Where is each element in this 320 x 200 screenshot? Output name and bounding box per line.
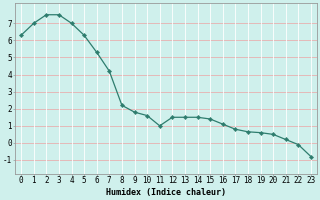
X-axis label: Humidex (Indice chaleur): Humidex (Indice chaleur) <box>106 188 226 197</box>
